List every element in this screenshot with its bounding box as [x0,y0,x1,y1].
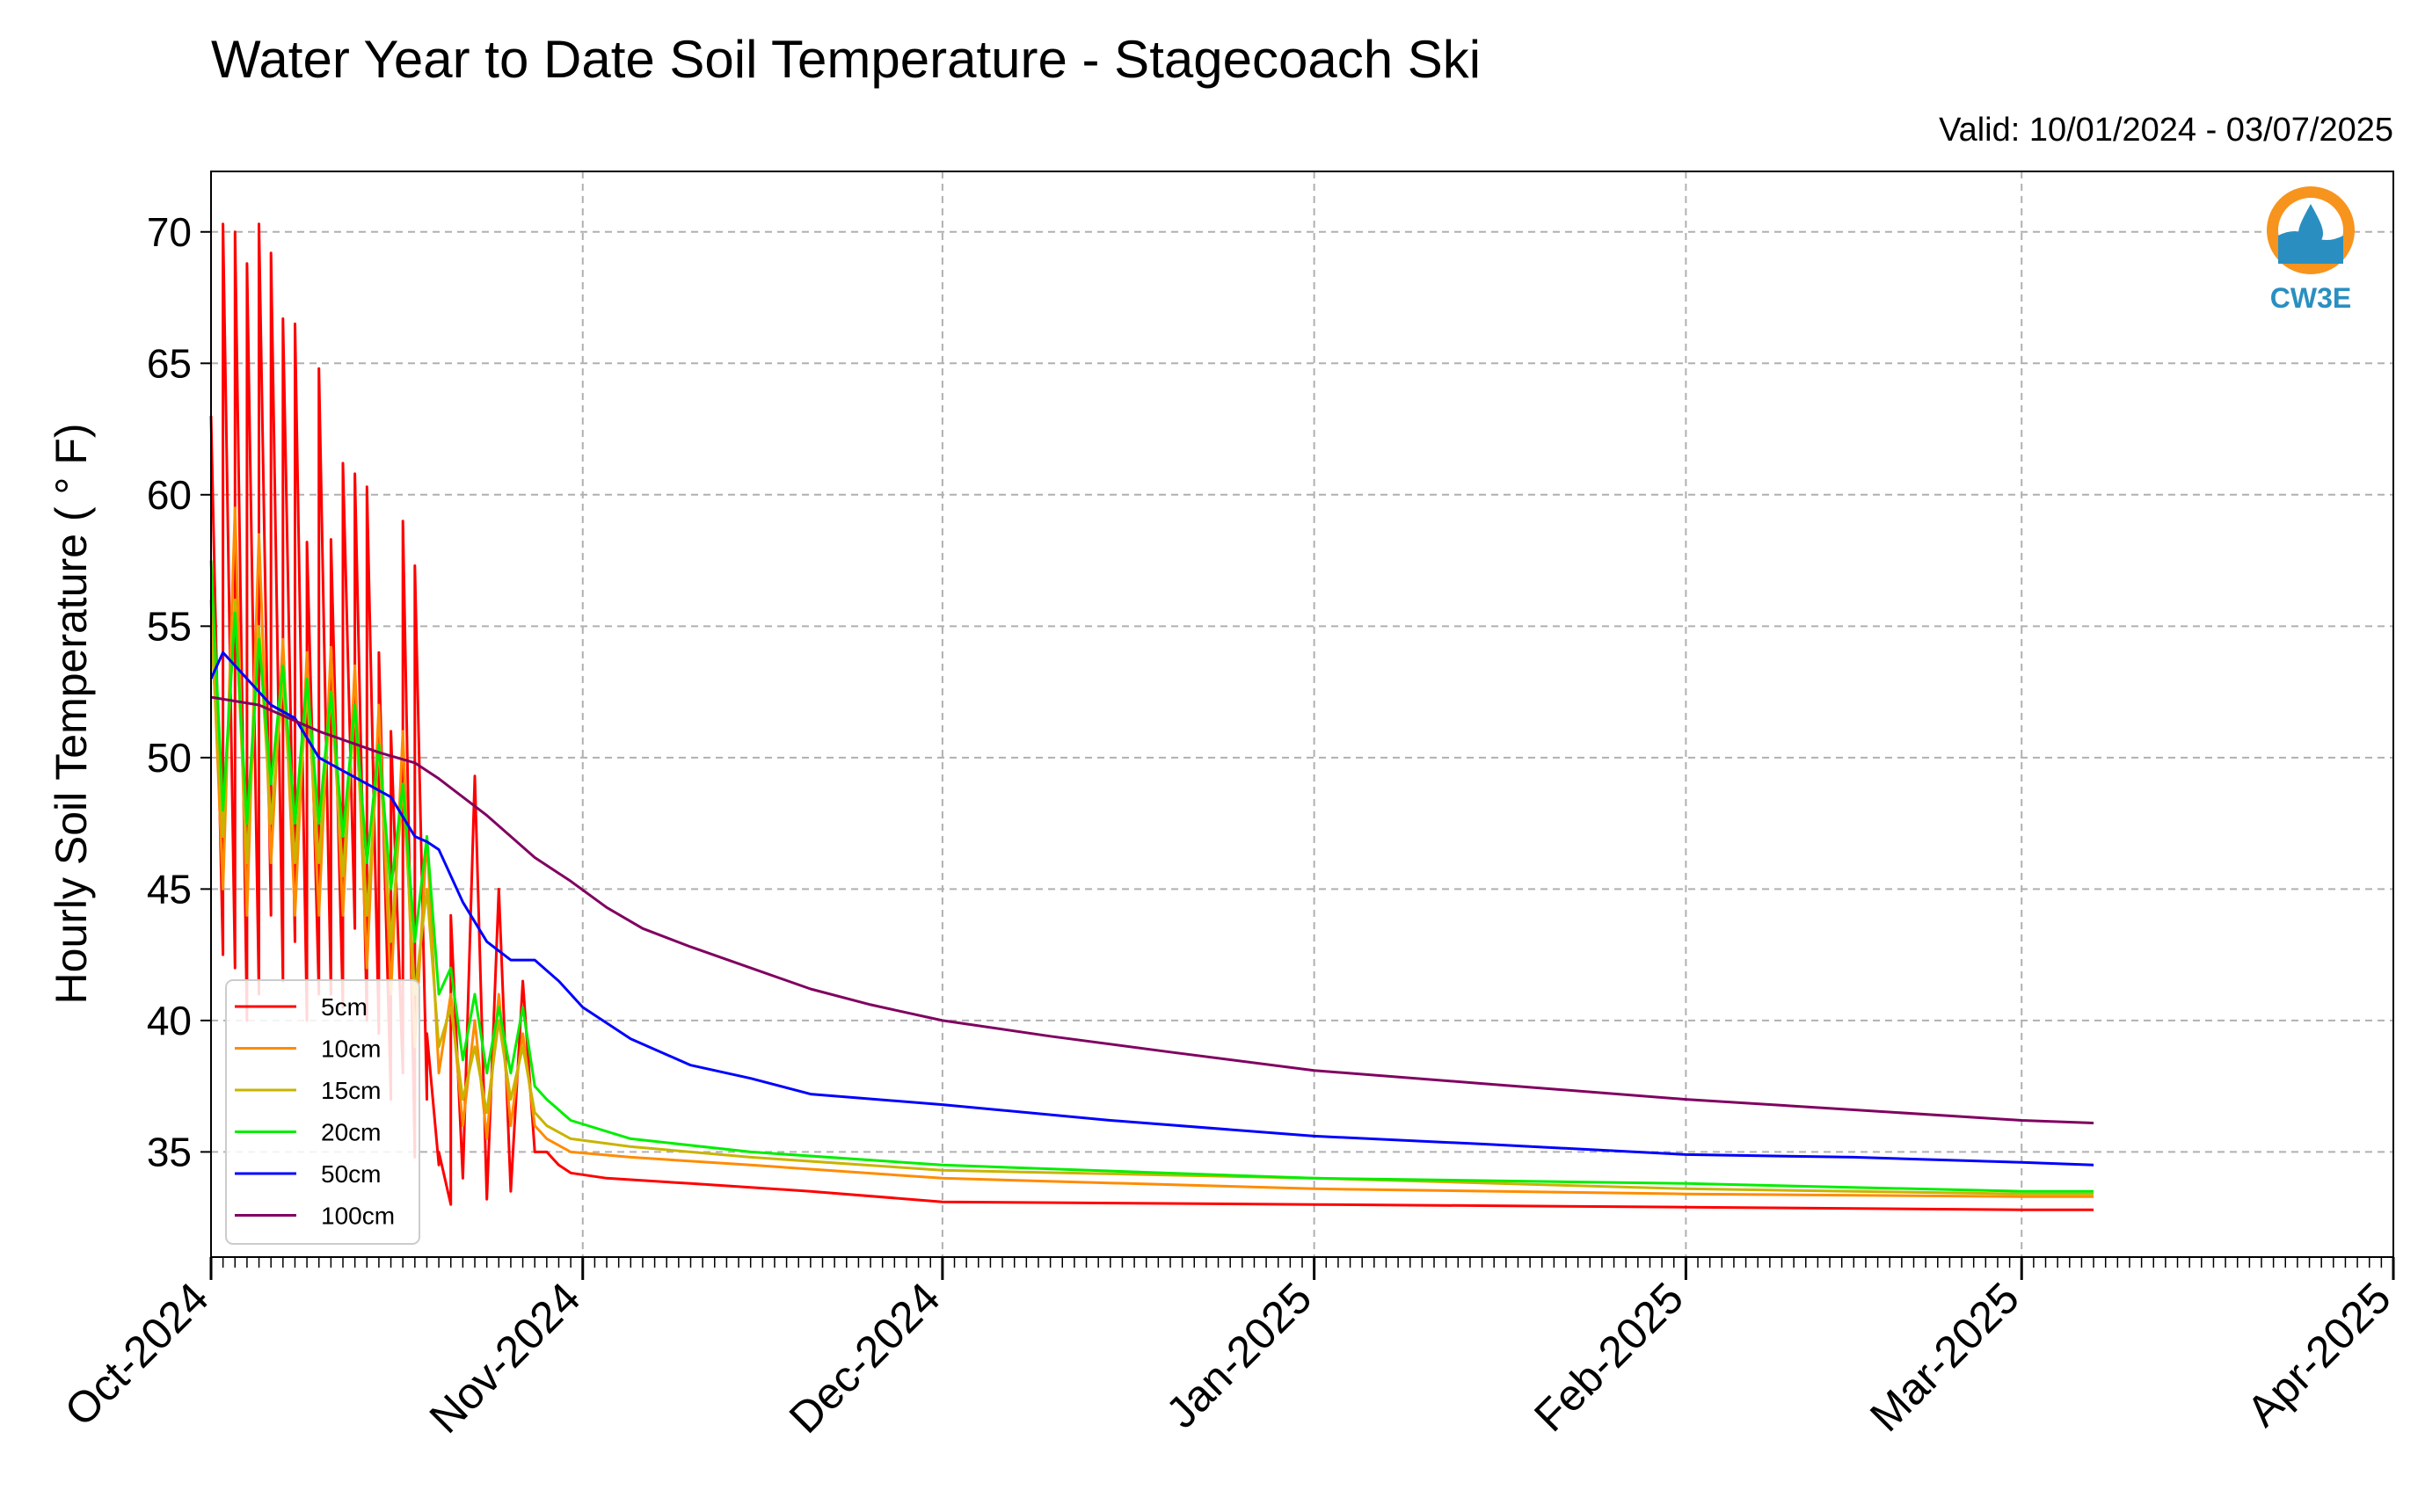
legend-label-50cm: 50cm [321,1160,381,1188]
logo-wave-icon [2278,231,2343,264]
x-tick-label: Apr-2025 [2238,1273,2400,1436]
series-line-50cm [209,651,2094,1167]
plot-frame [210,171,2394,1258]
axis-ticks [200,230,2395,1280]
y-tick-label: 60 [147,472,192,518]
series-lines [209,222,2094,1211]
legend-label-20cm: 20cm [321,1119,381,1146]
chart-title: Water Year to Date Soil Temperature - St… [211,30,1481,89]
y-tick-label: 70 [147,209,192,255]
legend: 5cm 10cm 15cm 20cm 50cm 100cm [225,979,420,1245]
x-tick-label: Oct-2024 [55,1273,218,1436]
x-tick-label: Nov-2024 [420,1273,590,1443]
series-line-20cm [209,560,2094,1193]
logo-text: CW3E [2270,282,2351,314]
grid [210,171,2394,1257]
x-tick-label: Feb-2025 [1525,1273,1693,1441]
series-line-15cm [209,598,2094,1196]
x-tick-label: Jan-2025 [1156,1273,1321,1437]
y-axis-label: Hourly Soil Temperature ( ° F) [47,424,96,1005]
y-tick-label: 65 [147,340,192,386]
x-tick-label: Dec-2024 [780,1273,950,1443]
logo-drop-icon [2298,204,2323,246]
legend-label-15cm: 15cm [321,1077,381,1104]
legend-label-100cm: 100cm [321,1203,395,1230]
legend-label-5cm: 5cm [321,993,368,1021]
series-line-10cm [209,506,2094,1198]
legend-box [225,979,420,1245]
cw3e-logo: CW3E [2267,186,2355,314]
y-tick-label: 40 [147,998,192,1043]
valid-date-range: Valid: 10/01/2024 - 03/07/2025 [1939,112,2393,149]
y-tick-label: 50 [147,735,192,781]
series-line-100cm [210,695,2094,1124]
x-tick-label: Mar-2025 [1861,1273,2028,1441]
legend-label-10cm: 10cm [321,1036,381,1063]
y-tick-label: 35 [147,1129,192,1174]
y-tick-label: 55 [147,603,192,649]
y-tick-label: 45 [147,866,192,912]
